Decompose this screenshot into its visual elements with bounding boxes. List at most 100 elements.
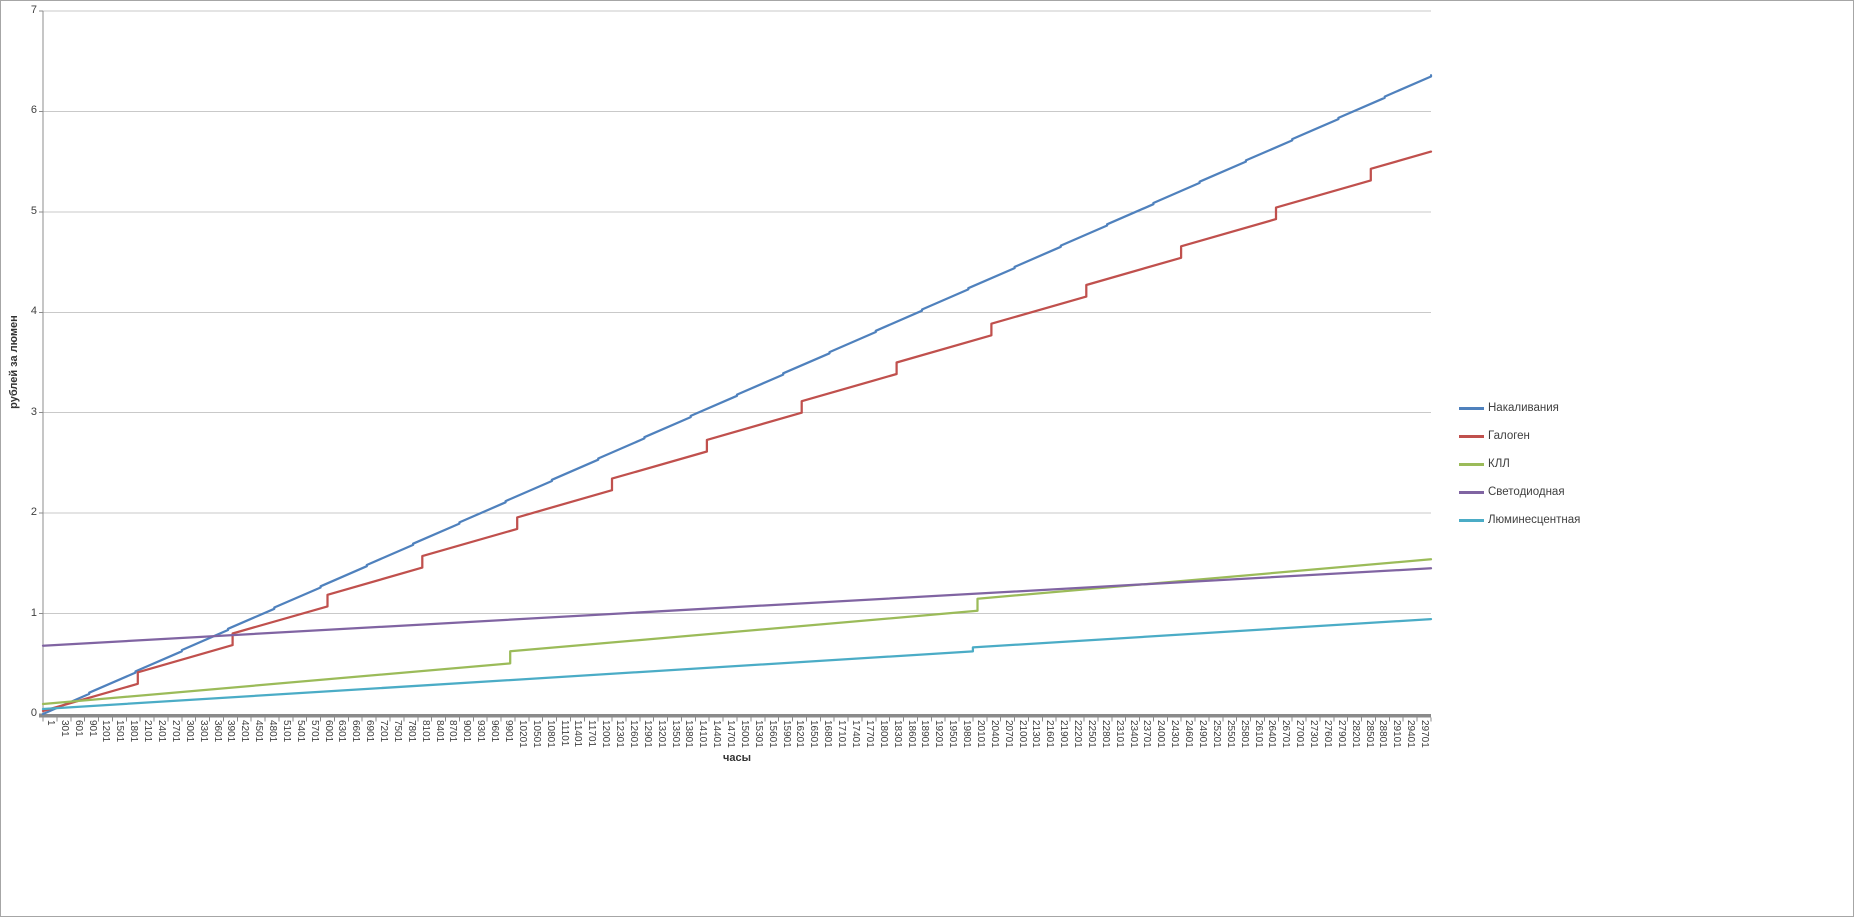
x-tick-label: 17701 bbox=[863, 720, 875, 748]
legend: Накаливания Галоген КЛЛ Светодиодная Люминес… bbox=[1459, 394, 1580, 534]
legend-line-marker bbox=[1459, 518, 1484, 522]
x-tick-label: 28501 bbox=[1363, 720, 1375, 748]
x-tick-label: 29701 bbox=[1419, 720, 1431, 748]
x-tick-label: 23701 bbox=[1141, 720, 1153, 748]
x-tick-label: 9601 bbox=[489, 720, 501, 743]
x-tick-label: 3901 bbox=[225, 720, 237, 743]
x-tick-label: 19501 bbox=[947, 720, 959, 748]
x-tick-label: 7801 bbox=[405, 720, 417, 743]
legend-label: Светодиодная bbox=[1488, 486, 1565, 498]
series-line-3 bbox=[41, 558, 1433, 706]
x-tick-label: 3301 bbox=[197, 720, 209, 743]
y-tick-label: 0 bbox=[30, 707, 37, 719]
x-tick-label: 16501 bbox=[808, 720, 820, 748]
x-tick-label: 18601 bbox=[905, 720, 917, 748]
legend-item-3: КЛЛ bbox=[1459, 450, 1580, 478]
x-tick-label: 6001 bbox=[322, 720, 334, 743]
x-tick-label: 901 bbox=[86, 720, 98, 737]
x-tick-label: 18301 bbox=[891, 720, 903, 748]
x-tick-label: 27601 bbox=[1321, 720, 1333, 748]
x-tick-label: 1201 bbox=[100, 720, 112, 743]
x-tick-label: 20401 bbox=[988, 720, 1000, 748]
x-tick-label: 301 bbox=[58, 720, 70, 737]
x-tick-label: 11701 bbox=[586, 720, 598, 748]
x-tick-label: 24301 bbox=[1169, 720, 1181, 748]
x-tick-label: 5401 bbox=[294, 720, 306, 743]
y-axis-title: рублей за люмен bbox=[8, 315, 20, 409]
x-tick-label: 16801 bbox=[822, 720, 834, 748]
x-tick-label: 17401 bbox=[849, 720, 861, 748]
x-tick-label: 23401 bbox=[1127, 720, 1139, 748]
x-axis-title: часы bbox=[722, 752, 752, 764]
x-tick-label: 27001 bbox=[1294, 720, 1306, 748]
x-tick-label: 8701 bbox=[447, 720, 459, 743]
x-tick-label: 26401 bbox=[1266, 720, 1278, 748]
legend-line-marker bbox=[1459, 434, 1484, 438]
x-tick-label: 17101 bbox=[836, 720, 848, 748]
y-tick-label: 5 bbox=[30, 204, 37, 217]
x-tick-label: 21001 bbox=[1016, 720, 1028, 748]
x-tick-label: 28201 bbox=[1349, 720, 1361, 748]
x-tick-label: 26101 bbox=[1252, 720, 1264, 748]
legend-item-5: Люминесцентная bbox=[1459, 506, 1580, 534]
x-tick-label: 1 bbox=[44, 720, 56, 726]
x-tick-label: 15001 bbox=[738, 720, 750, 748]
x-tick-label: 29101 bbox=[1391, 720, 1403, 748]
x-tick-label: 7201 bbox=[378, 720, 390, 743]
x-tick-label: 26701 bbox=[1280, 720, 1292, 748]
x-tick-label: 6601 bbox=[350, 720, 362, 743]
x-tick-label: 5701 bbox=[308, 720, 320, 743]
legend-item-1: Накаливания bbox=[1459, 394, 1580, 422]
x-tick-label: 15301 bbox=[752, 720, 764, 748]
x-axis-line bbox=[39, 714, 1431, 718]
x-tick-label: 2401 bbox=[155, 720, 167, 743]
x-tick-label: 13201 bbox=[655, 720, 667, 748]
series-line-1 bbox=[41, 74, 1433, 716]
x-tick-label: 4501 bbox=[253, 720, 265, 743]
x-tick-label: 19201 bbox=[933, 720, 945, 748]
x-tick-label: 19801 bbox=[961, 720, 973, 748]
x-tick-label: 25501 bbox=[1224, 720, 1236, 748]
x-tick-label: 15601 bbox=[766, 720, 778, 748]
x-tick-label: 11101 bbox=[558, 720, 570, 747]
x-tick-label: 14401 bbox=[711, 720, 723, 748]
x-tick-label: 11401 bbox=[572, 720, 584, 748]
x-tick-label: 23101 bbox=[1113, 720, 1125, 748]
x-tick-label: 24901 bbox=[1196, 720, 1208, 748]
x-tick-label: 12601 bbox=[627, 720, 639, 748]
x-tick-label: 21901 bbox=[1058, 720, 1070, 748]
y-tick-label: 7 bbox=[30, 4, 37, 16]
legend-line-marker bbox=[1459, 490, 1484, 494]
x-tick-label: 8101 bbox=[419, 720, 431, 743]
x-tick-label: 27301 bbox=[1308, 720, 1320, 748]
legend-item-2: Галоген bbox=[1459, 422, 1580, 450]
x-tick-label: 20101 bbox=[974, 720, 986, 748]
x-tick-label: 2701 bbox=[169, 720, 181, 743]
x-tick-label: 22501 bbox=[1085, 720, 1097, 748]
legend-label: Галоген bbox=[1488, 430, 1530, 442]
y-tick-label: 3 bbox=[30, 405, 37, 418]
legend-label: Накаливания bbox=[1488, 402, 1559, 414]
x-tick-label: 16201 bbox=[794, 720, 806, 748]
x-tick-label: 28801 bbox=[1377, 720, 1389, 748]
series-line-4 bbox=[41, 567, 1433, 647]
x-tick-label: 20701 bbox=[1002, 720, 1014, 748]
x-tick-label: 3601 bbox=[211, 720, 223, 743]
x-tick-label: 2101 bbox=[142, 720, 154, 743]
x-tick-label: 21301 bbox=[1030, 720, 1042, 748]
y-tick-label: 2 bbox=[30, 506, 37, 519]
y-tick-label: 6 bbox=[30, 104, 37, 117]
x-tick-label: 13801 bbox=[683, 720, 695, 748]
x-tick-label: 25201 bbox=[1210, 720, 1222, 748]
x-tick-label: 13501 bbox=[669, 720, 681, 748]
legend-item-4: Светодиодная bbox=[1459, 478, 1580, 506]
x-tick-label: 9901 bbox=[502, 720, 514, 743]
x-tick-label: 7501 bbox=[391, 720, 403, 743]
x-tick-label: 4801 bbox=[267, 720, 279, 743]
x-tick-label: 18901 bbox=[919, 720, 931, 748]
x-tick-label: 1501 bbox=[114, 720, 126, 743]
x-tick-label: 601 bbox=[72, 720, 84, 737]
x-tick-label: 22201 bbox=[1072, 720, 1084, 748]
x-tick-label: 24601 bbox=[1183, 720, 1195, 748]
